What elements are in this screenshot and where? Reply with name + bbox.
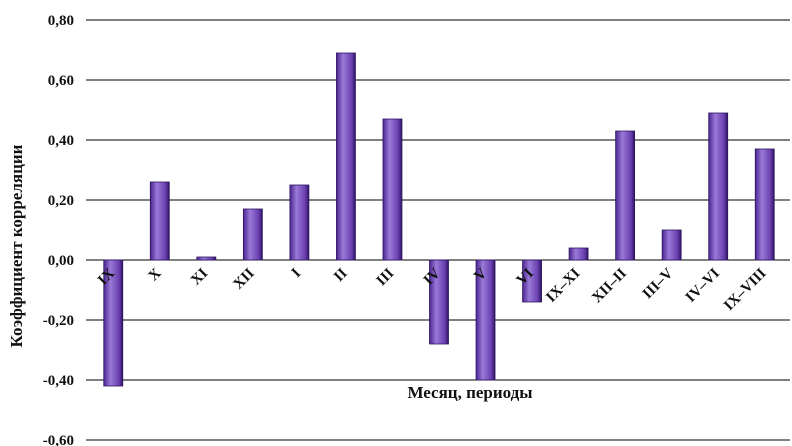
gridlines xyxy=(86,19,790,441)
bars xyxy=(103,52,775,387)
y-tick-label: 0,00 xyxy=(48,253,74,269)
bar-4 xyxy=(242,208,263,261)
bar-5 xyxy=(289,184,310,261)
bar-12 xyxy=(615,130,636,261)
y-axis-title: Коэффициент корреляции xyxy=(7,144,26,347)
bar-3 xyxy=(196,256,217,261)
y-tick-labels: 0,80 0,60 0,40 0,20 0,00 -0,20 -0,40 -0,60 xyxy=(43,13,74,446)
x-tick-label: IV–VI xyxy=(683,265,723,305)
bar-7 xyxy=(382,118,403,261)
bar-13 xyxy=(661,229,682,261)
bar-6 xyxy=(336,52,356,261)
x-tick-label: II xyxy=(331,265,351,285)
bar-10 xyxy=(522,259,542,303)
x-tick-label: III xyxy=(374,265,398,289)
bar-1 xyxy=(103,259,124,387)
bar-15 xyxy=(754,148,775,261)
x-tick-label: X xyxy=(146,265,165,284)
x-tick-label: XI xyxy=(188,265,211,288)
x-axis-title: Месяц, периоды xyxy=(407,383,532,402)
bar-2 xyxy=(149,181,170,261)
bar-11 xyxy=(568,247,589,261)
x-tick-label: III–V xyxy=(640,265,677,302)
y-tick-label: 0,80 xyxy=(48,13,74,29)
x-tick-label: IX–XI xyxy=(543,265,583,305)
bar-9 xyxy=(475,259,496,381)
x-tick-label: I xyxy=(289,265,305,281)
y-tick-label: 0,40 xyxy=(48,133,74,149)
bar-8 xyxy=(429,259,449,345)
bar-14 xyxy=(708,112,729,261)
y-tick-label: 0,20 xyxy=(48,193,74,209)
x-tick-label: XII–II xyxy=(589,265,630,306)
y-tick-label: 0,60 xyxy=(48,73,74,89)
y-tick-label: -0,60 xyxy=(43,433,74,446)
y-tick-label: -0,20 xyxy=(43,313,74,329)
x-tick-label: XII xyxy=(230,265,257,292)
x-tick-label: IX–VIII xyxy=(721,265,770,314)
y-tick-label: -0,40 xyxy=(43,373,74,389)
